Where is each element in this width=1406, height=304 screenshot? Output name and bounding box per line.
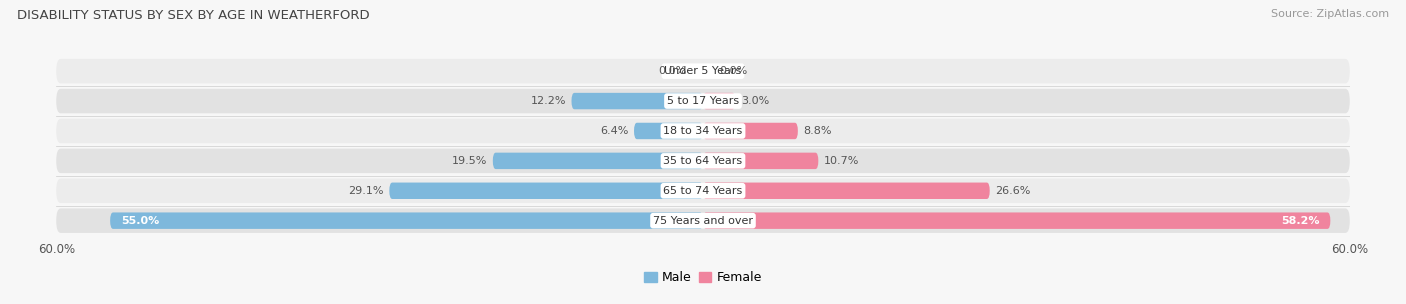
Legend: Male, Female: Male, Female [640, 266, 766, 289]
FancyBboxPatch shape [389, 182, 703, 199]
Text: 6.4%: 6.4% [600, 126, 628, 136]
Text: 0.0%: 0.0% [658, 66, 688, 76]
FancyBboxPatch shape [56, 89, 1350, 113]
Text: 0.0%: 0.0% [720, 66, 748, 76]
Text: 55.0%: 55.0% [121, 216, 159, 226]
Text: 65 to 74 Years: 65 to 74 Years [664, 186, 742, 196]
FancyBboxPatch shape [56, 119, 1350, 143]
Text: 75 Years and over: 75 Years and over [652, 216, 754, 226]
FancyBboxPatch shape [703, 182, 990, 199]
FancyBboxPatch shape [56, 59, 1350, 83]
FancyBboxPatch shape [56, 178, 1350, 203]
FancyBboxPatch shape [703, 212, 1330, 229]
FancyBboxPatch shape [634, 123, 703, 139]
FancyBboxPatch shape [110, 212, 703, 229]
FancyBboxPatch shape [56, 149, 1350, 173]
Text: 58.2%: 58.2% [1281, 216, 1320, 226]
Text: 10.7%: 10.7% [824, 156, 859, 166]
Text: 29.1%: 29.1% [349, 186, 384, 196]
Text: 19.5%: 19.5% [453, 156, 488, 166]
Text: 3.0%: 3.0% [741, 96, 769, 106]
FancyBboxPatch shape [571, 93, 703, 109]
Text: 5 to 17 Years: 5 to 17 Years [666, 96, 740, 106]
Text: DISABILITY STATUS BY SEX BY AGE IN WEATHERFORD: DISABILITY STATUS BY SEX BY AGE IN WEATH… [17, 9, 370, 22]
Text: 12.2%: 12.2% [530, 96, 567, 106]
Text: 26.6%: 26.6% [995, 186, 1031, 196]
FancyBboxPatch shape [703, 153, 818, 169]
Text: Under 5 Years: Under 5 Years [665, 66, 741, 76]
FancyBboxPatch shape [703, 93, 735, 109]
Text: 18 to 34 Years: 18 to 34 Years [664, 126, 742, 136]
Text: 35 to 64 Years: 35 to 64 Years [664, 156, 742, 166]
FancyBboxPatch shape [56, 209, 1350, 233]
Text: 8.8%: 8.8% [803, 126, 832, 136]
FancyBboxPatch shape [494, 153, 703, 169]
FancyBboxPatch shape [703, 123, 797, 139]
Text: Source: ZipAtlas.com: Source: ZipAtlas.com [1271, 9, 1389, 19]
